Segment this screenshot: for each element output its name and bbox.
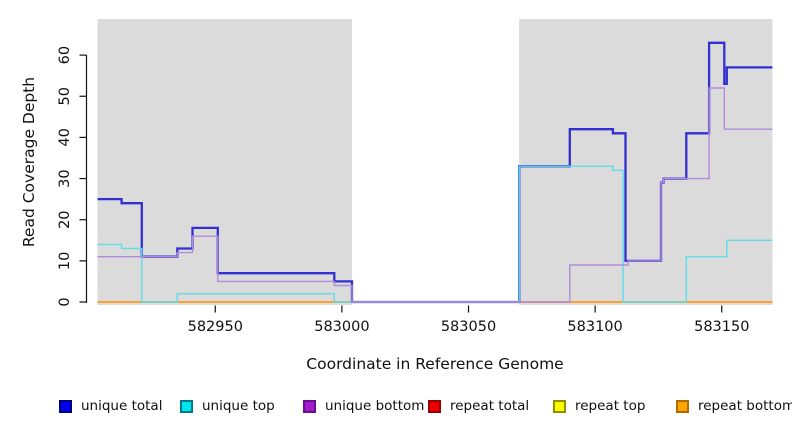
legend-swatch-icon — [428, 399, 441, 413]
legend-swatch-icon — [59, 399, 72, 413]
x-axis-title: Coordinate in Reference Genome — [306, 355, 563, 373]
legend-item-unique-top: unique top — [180, 398, 275, 414]
legend-item-repeat-bottom: repeat bottom — [676, 398, 792, 414]
legend-label: unique total — [81, 398, 163, 414]
legend-swatch-icon — [303, 399, 316, 413]
legend-item-unique-bottom: unique bottom — [303, 398, 424, 414]
legend-item-repeat-total: repeat total — [428, 398, 529, 414]
y-tick-label: 40 — [57, 128, 73, 146]
y-tick-label: 60 — [57, 46, 73, 64]
legend: unique total unique top unique bottom repea… — [0, 398, 792, 416]
legend-label: repeat bottom — [698, 398, 792, 414]
x-tick-label: 583000 — [314, 319, 369, 335]
y-axis-title: Read Coverage Depth — [20, 77, 38, 247]
y-tick-label: 50 — [57, 87, 73, 105]
legend-swatch-icon — [553, 399, 566, 413]
series-line-unique-bottom — [97, 87, 773, 303]
y-tick-label: 10 — [57, 252, 73, 270]
x-tick-label: 583100 — [567, 319, 622, 335]
legend-label: repeat total — [450, 398, 530, 414]
data-region-rect — [519, 19, 773, 305]
legend-item-unique-total: unique total — [59, 398, 162, 414]
legend-swatch-icon — [676, 399, 689, 413]
x-tick-label: 583050 — [441, 319, 496, 335]
legend-label: unique bottom — [325, 398, 425, 414]
y-tick-label: 30 — [57, 169, 73, 187]
legend-label: repeat top — [575, 398, 646, 414]
legend-label: unique top — [202, 398, 275, 414]
data-region-rect — [97, 19, 353, 305]
y-tick-label: 0 — [57, 297, 73, 306]
x-tick-label: 582950 — [188, 319, 243, 335]
axes: 0 10 20 30 40 50 60 582950 583000 583050 583100 583… — [57, 46, 749, 335]
x-tick-label: 583150 — [694, 319, 749, 335]
panel-background-regions — [97, 19, 773, 305]
y-tick-label: 20 — [57, 210, 73, 228]
legend-swatch-icon — [180, 399, 193, 413]
coverage-series-lines — [97, 41, 773, 304]
series-line-unique-top — [97, 165, 773, 303]
legend-item-repeat-top: repeat top — [553, 398, 645, 414]
